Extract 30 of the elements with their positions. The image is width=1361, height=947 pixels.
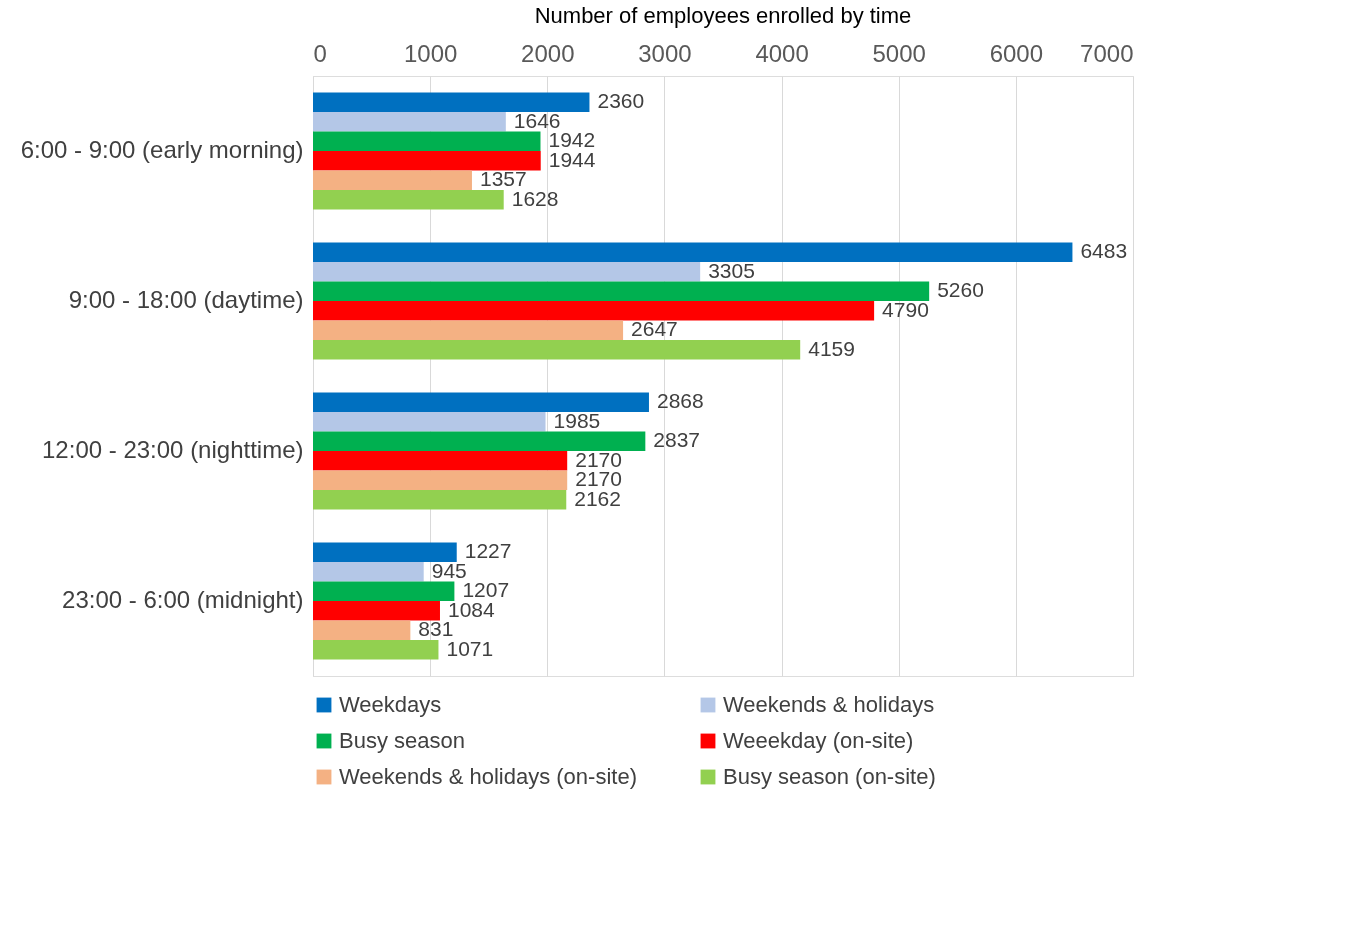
x-tick-label: 5000 — [872, 39, 926, 67]
legend-label: Weekdays — [339, 692, 442, 717]
data-label: 4159 — [808, 336, 855, 360]
legend-label: Busy season — [339, 728, 465, 753]
y-tick-label: 6:00 - 9:00 (early morning) — [20, 136, 304, 163]
data-label: 4790 — [882, 297, 929, 321]
data-label: 1227 — [464, 539, 512, 563]
x-tick-label: 7000 — [1080, 39, 1134, 67]
y-tick-label: 9:00 - 18:00 (daytime) — [68, 286, 304, 313]
data-label: 2360 — [597, 89, 645, 113]
x-tick-label: 1000 — [403, 39, 458, 67]
legend-label: Busy season (on-site) — [723, 764, 936, 789]
data-label: 2837 — [653, 428, 701, 452]
data-label: 5260 — [937, 278, 984, 302]
data-label: 6483 — [1080, 239, 1128, 263]
data-label: 2647 — [631, 317, 678, 341]
data-label: 1985 — [553, 408, 601, 432]
data-label: 2868 — [656, 389, 704, 413]
legend-label: Weeekday (on-site) — [723, 728, 914, 753]
x-tick-label: 3000 — [638, 39, 692, 67]
chart-title: Number of employees enrolled by time — [534, 3, 912, 28]
legend-label: Weekends & holidays (on-site) — [339, 764, 637, 789]
x-tick-label: 6000 — [989, 39, 1044, 67]
y-tick-label: 12:00 - 23:00 (nighttime) — [42, 436, 304, 463]
x-tick-label: 0 — [313, 39, 327, 67]
y-tick-label: 23:00 - 6:00 (midnight) — [62, 586, 304, 613]
x-tick-label: 4000 — [755, 39, 809, 67]
legend-label: Weekends & holidays — [723, 692, 935, 717]
data-label: 3305 — [708, 258, 755, 282]
x-tick-label: 2000 — [521, 39, 575, 67]
